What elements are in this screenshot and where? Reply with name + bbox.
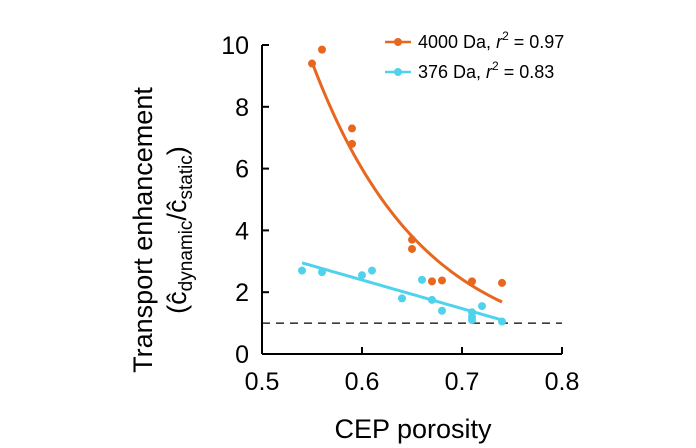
legend-marker-376da xyxy=(394,68,402,76)
y-label-open: ( xyxy=(162,305,192,314)
y-tick-label-2: 2 xyxy=(235,279,249,307)
data-point-4000da-9 xyxy=(498,278,506,287)
plot-area: 0 2 4 6 8 10 0.5 0.6 0.7 0.8 xyxy=(221,32,579,396)
data-point-4000da-1 xyxy=(318,45,326,54)
y-label-c1: ĉ xyxy=(162,291,192,305)
fit-line-4000da xyxy=(310,61,503,304)
y-label-sub2: static xyxy=(176,155,197,199)
data-point-376da-7 xyxy=(438,306,446,315)
y-axis-title-line2: (ĉdynamic/ĉstatic) xyxy=(162,146,197,314)
data-point-4000da-4 xyxy=(408,235,416,244)
data-point-4000da-3 xyxy=(348,139,356,148)
y-label-slash: / xyxy=(162,213,192,221)
y-label-c2: ĉ xyxy=(162,200,192,214)
data-point-4000da-8 xyxy=(468,277,476,286)
data-point-376da-0 xyxy=(298,266,306,275)
data-point-4000da-2 xyxy=(348,124,356,133)
data-point-376da-6 xyxy=(428,295,436,304)
data-point-376da-4 xyxy=(398,294,406,303)
y-axis-title-line1: Transport enhancement xyxy=(128,87,158,373)
data-point-376da-1 xyxy=(318,268,326,277)
data-point-376da-10 xyxy=(468,316,476,325)
data-point-376da-12 xyxy=(498,317,506,326)
data-point-4000da-5 xyxy=(408,244,416,253)
y-tick-label-0: 0 xyxy=(235,341,249,369)
y-tick-label-8: 8 xyxy=(235,94,249,122)
x-tick-label-0.5: 0.5 xyxy=(245,368,280,396)
data-point-376da-11 xyxy=(478,302,486,311)
y-tick-label-4: 4 xyxy=(235,217,249,245)
y-label-sub1: dynamic xyxy=(176,221,197,292)
y-axis-title: Transport enhancement (ĉdynamic/ĉstatic) xyxy=(128,87,197,373)
x-tick-label-0.6: 0.6 xyxy=(345,368,380,396)
x-axis-title: CEP porosity xyxy=(334,414,492,444)
data-point-376da-3 xyxy=(368,266,376,275)
data-point-4000da-0 xyxy=(308,59,316,68)
data-point-376da-2 xyxy=(358,271,366,280)
y-label-close: ) xyxy=(162,146,192,155)
y-tick-label-10: 10 xyxy=(221,32,249,60)
legend-label-376da: 376 Da, r2 = 0.83 xyxy=(418,59,554,82)
data-point-376da-5 xyxy=(418,275,426,284)
x-tick-label-0.7: 0.7 xyxy=(445,368,480,396)
x-tick-label-0.8: 0.8 xyxy=(545,368,580,396)
y-tick-label-6: 6 xyxy=(235,156,249,184)
data-point-4000da-6 xyxy=(428,277,436,286)
legend: 4000 Da, r2 = 0.97 376 Da, r2 = 0.83 xyxy=(385,29,564,82)
legend-label-4000da: 4000 Da, r2 = 0.97 xyxy=(418,29,564,52)
legend-marker-4000da xyxy=(394,38,402,46)
data-point-4000da-7 xyxy=(438,276,446,285)
